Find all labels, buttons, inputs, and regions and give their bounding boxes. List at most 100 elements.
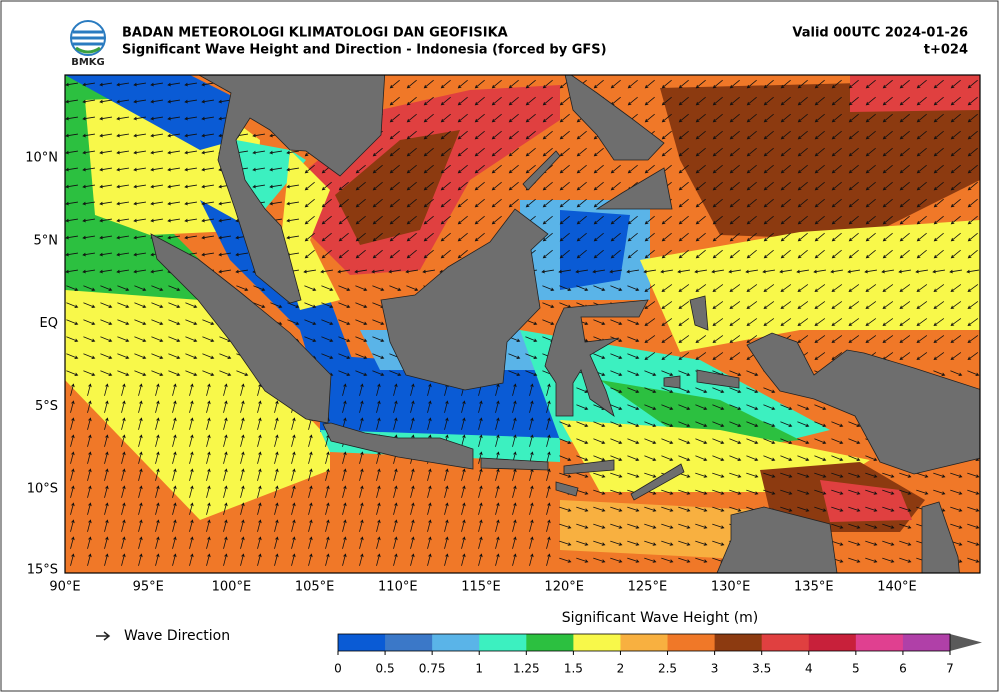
wave-arrow xyxy=(155,519,160,532)
wave-arrow xyxy=(695,506,708,512)
wave-arrow xyxy=(167,133,180,138)
wave-arrow xyxy=(695,352,707,361)
wave-arrow xyxy=(593,79,604,89)
wave-arrow xyxy=(695,404,708,410)
wave-arrow xyxy=(916,164,927,174)
wave-arrow xyxy=(138,519,143,532)
wave-arrow xyxy=(814,79,825,89)
wave-arrow xyxy=(337,269,350,274)
wave-arrow xyxy=(847,269,860,274)
wave-arrow xyxy=(184,150,197,155)
wave-arrow xyxy=(950,79,961,89)
wave-arrow xyxy=(151,285,164,291)
wave-arrow xyxy=(865,455,878,461)
wave-arrow xyxy=(286,201,299,206)
wave-arrow xyxy=(474,198,485,208)
wave-arrow xyxy=(882,215,893,225)
wave-arrow xyxy=(542,249,553,259)
wave-arrow xyxy=(729,96,740,106)
wave-arrow xyxy=(372,164,383,174)
wave-arrow xyxy=(355,164,366,174)
wave-arrow xyxy=(325,468,330,481)
wave-arrow xyxy=(253,302,266,308)
wave-arrow xyxy=(206,434,211,447)
wave-arrow xyxy=(133,82,146,87)
wave-arrow xyxy=(610,489,623,495)
wave-arrow xyxy=(848,130,859,140)
wave-arrow xyxy=(865,96,876,106)
wave-arrow xyxy=(576,232,587,242)
wave-arrow xyxy=(593,285,606,291)
wave-arrow xyxy=(457,181,468,191)
wave-arrow xyxy=(593,557,606,563)
wave-arrow xyxy=(355,336,368,342)
wave-arrow xyxy=(933,164,944,174)
wave-arrow xyxy=(559,130,570,140)
wave-arrow xyxy=(558,269,571,274)
lat-label: EQ xyxy=(40,316,58,331)
wave-arrow xyxy=(678,352,690,361)
wave-arrow xyxy=(116,150,129,155)
wave-arrow xyxy=(882,284,894,293)
wave-arrow xyxy=(695,421,708,427)
wave-arrow xyxy=(661,215,672,225)
wave-arrow xyxy=(763,455,776,461)
wave-arrow xyxy=(172,553,177,566)
wave-arrow xyxy=(780,438,793,444)
wave-arrow xyxy=(831,506,844,512)
wave-arrow xyxy=(495,417,500,430)
colorbar-bin xyxy=(902,634,951,651)
wave-arrow xyxy=(814,249,825,259)
wave-arrow xyxy=(65,82,78,87)
wave-arrow xyxy=(167,235,180,240)
wave-arrow xyxy=(321,285,334,291)
wave-arrow xyxy=(627,96,638,106)
wave-arrow xyxy=(950,164,961,174)
wave-arrow xyxy=(104,536,109,549)
wave-arrow xyxy=(933,147,944,157)
wave-arrow xyxy=(65,184,78,189)
wave-arrow xyxy=(780,284,792,293)
wave-arrow xyxy=(133,99,146,104)
colorbar-tick-label: 6 xyxy=(899,662,907,676)
wave-arrow xyxy=(712,421,725,427)
wave-arrow xyxy=(678,318,690,327)
wave-arrow xyxy=(321,249,332,259)
wave-arrow xyxy=(729,215,740,225)
wave-arrow xyxy=(576,557,589,563)
wave-arrow xyxy=(393,502,398,515)
wave-arrow xyxy=(104,502,109,515)
wave-arrow xyxy=(610,249,621,259)
wave-arrow xyxy=(117,353,130,359)
wave-arrow xyxy=(644,318,656,327)
wave-arrow xyxy=(338,353,351,359)
wave-arrow xyxy=(627,387,640,393)
wave-arrow xyxy=(167,116,180,121)
wave-arrow xyxy=(286,167,299,172)
wave-arrow xyxy=(660,269,673,274)
wave-arrow xyxy=(542,96,553,106)
wave-arrow xyxy=(678,387,691,393)
wave-arrow xyxy=(865,489,878,495)
wave-arrow xyxy=(593,353,606,359)
wave-arrow xyxy=(678,421,691,427)
wave-arrow xyxy=(82,116,95,121)
wave-arrow xyxy=(950,198,961,208)
wave-arrow xyxy=(444,468,449,481)
wave-arrow xyxy=(100,370,113,376)
wave-arrow xyxy=(116,252,129,257)
wave-arrow xyxy=(133,235,146,240)
wave-arrow xyxy=(610,455,623,461)
wave-arrow xyxy=(423,232,434,242)
wave-arrow xyxy=(695,438,708,444)
wave-arrow xyxy=(746,404,759,410)
wave-arrow xyxy=(814,489,827,495)
wave-arrow xyxy=(593,523,606,529)
wave-arrow xyxy=(457,249,468,259)
wave-arrow xyxy=(661,113,672,123)
wave-arrow xyxy=(151,353,164,359)
wave-arrow xyxy=(559,215,570,225)
wave-arrow xyxy=(576,130,587,140)
wave-arrow xyxy=(950,215,961,225)
wave-arrow xyxy=(814,318,826,327)
